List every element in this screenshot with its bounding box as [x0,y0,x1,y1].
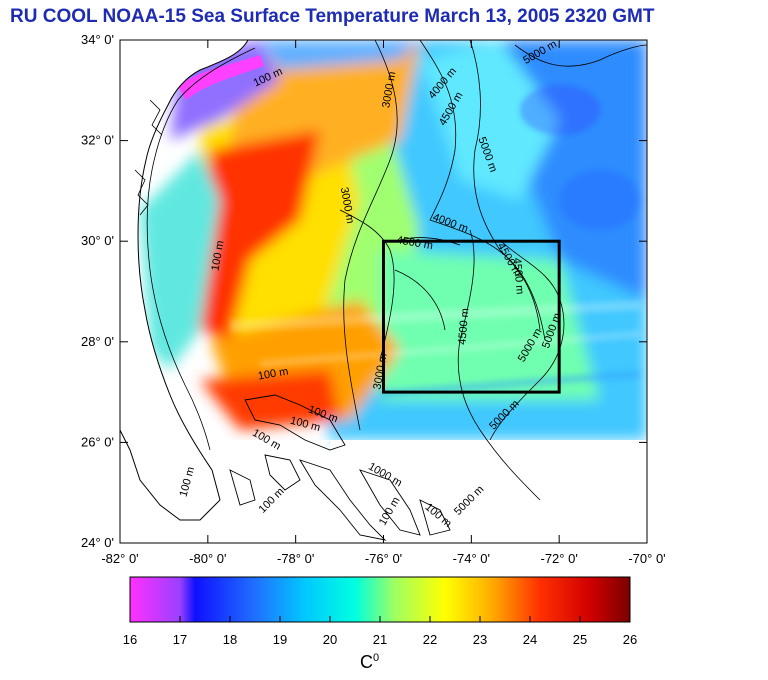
lat-label: 32° 0' [81,133,114,148]
study-area-box [382,239,561,394]
contour-label: 100 m [209,240,226,272]
lon-label: -70° 0' [628,551,665,566]
sst-blob-blue [560,170,640,230]
coastline-detail [134,99,163,216]
lon-label: -76° 0' [365,551,402,566]
sst-region-red-core [200,130,320,340]
missing-data-south [330,440,647,543]
colorbar-tick-label: 19 [273,632,287,647]
longitude-labels: -82° 0' -80° 0' -78° 0' -76° 0' -74° 0' -72° … [101,551,665,566]
colorbar-tick-label: 17 [173,632,187,647]
latitude-labels: 34° 0' 32° 0' 30° 0' 28° 0' 26° 0' 24° 0' [81,32,114,550]
isobath-contours [339,40,647,501]
colorbar-unit: C0 [360,652,379,673]
lon-label: -82° 0' [101,551,138,566]
colorbar-tick-label: 26 [623,632,637,647]
sst-coastal-magenta [178,55,264,100]
sst-region-inshore-cyan [140,150,220,370]
chart-title: RU COOL NOAA-15 Sea Surface Temperature … [10,6,655,27]
lat-label: 24° 0' [81,535,114,550]
lat-label: 28° 0' [81,334,114,349]
sst-field [120,40,647,543]
lon-label: -74° 0' [453,551,490,566]
axis-ticks [119,39,648,544]
lon-label: -72° 0' [541,551,578,566]
sst-blob-purple [520,85,600,135]
colorbar [129,576,631,623]
contour-label: 4500 m [511,257,526,295]
colorbar-tick-label: 25 [573,632,587,647]
bahamas-islands [229,394,451,541]
contour-label: 4500 m [456,308,471,346]
sst-region-box-green [380,250,600,400]
sst-region-red-south [200,370,340,430]
colorbar-tick-label: 16 [123,632,137,647]
colorbar-tick-label: 20 [323,632,337,647]
contour-label: 100 m [257,365,289,382]
colorbar-tick-label: 23 [473,632,487,647]
lon-label: -80° 0' [189,551,226,566]
sst-region-northeast-cyan [420,40,560,200]
colorbar-tick-label: 22 [423,632,437,647]
colorbar-tick-label: 18 [223,632,237,647]
lon-label: -78° 0' [277,551,314,566]
colorbar-unit-superscript: 0 [373,652,380,664]
colorbar-tick-label: 24 [523,632,537,647]
colorbar-tick-labels: 16 17 18 19 20 21 22 23 24 25 26 [123,616,637,647]
contour-100m [146,47,256,451]
land-southeast-us [120,40,249,521]
colorbar-tick-label: 21 [373,632,387,647]
lat-label: 30° 0' [81,233,114,248]
lat-label: 34° 0' [81,32,114,47]
lat-label: 26° 0' [81,434,114,449]
colorbar-unit-letter: C [360,652,373,672]
sst-region-far-north-blue [260,40,420,70]
